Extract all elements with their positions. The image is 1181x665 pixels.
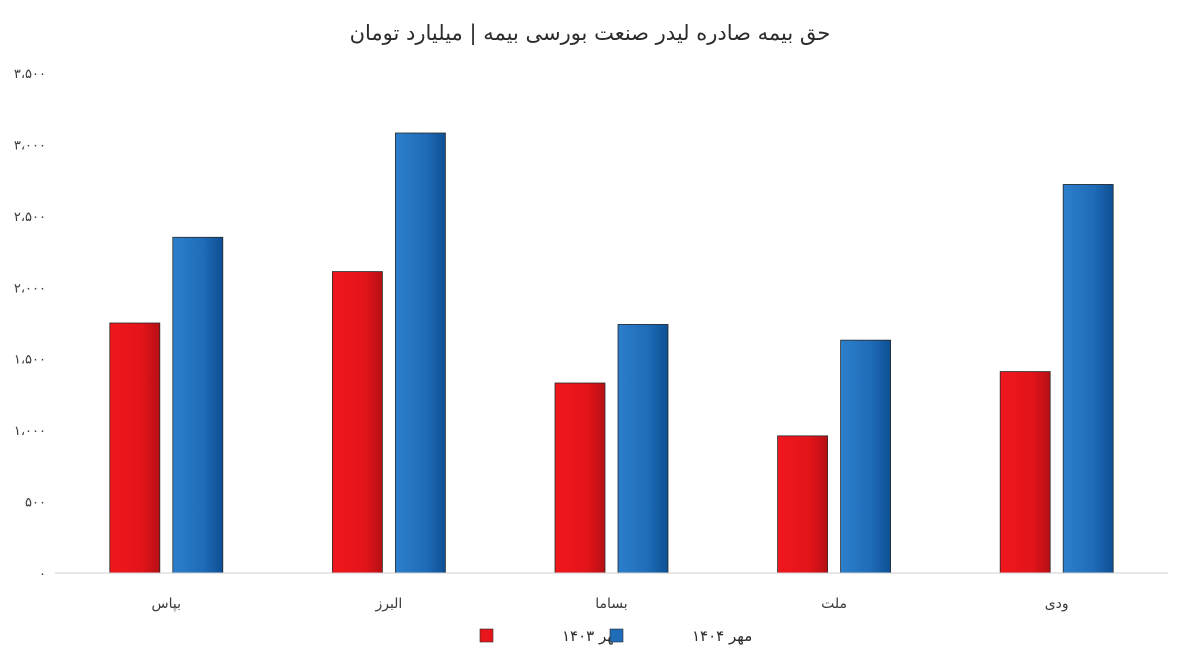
legend-label: مهر ۱۴۰۳ — [562, 627, 622, 645]
bars-group — [109, 132, 1114, 574]
legend-swatch — [479, 628, 494, 643]
bar-series-2 — [394, 132, 446, 574]
bar-series-1 — [109, 322, 161, 574]
bar-series-2 — [617, 324, 669, 574]
x-tick-label: ملت — [821, 596, 847, 612]
bar-series-1 — [554, 382, 606, 574]
y-tick-label: ۳،۰۰۰ — [14, 138, 46, 153]
x-axis: بپاس البرز بساما ملت ودی — [55, 572, 1168, 612]
y-tick-label: ۰ — [39, 567, 46, 582]
x-tick-label: البرز — [374, 596, 402, 612]
bar-series-1 — [999, 371, 1051, 574]
bar-series-2 — [840, 339, 891, 574]
chart-title: حق بیمه صادره لیدر صنعت بورسی بیمه | میل… — [350, 21, 831, 46]
bar-series-1 — [331, 271, 383, 574]
bar-series-2 — [172, 236, 224, 574]
y-tick-label: ۲،۵۰۰ — [14, 210, 46, 225]
y-tick-label: ۱،۵۰۰ — [14, 353, 46, 368]
x-tick-label: بساما — [595, 596, 627, 612]
y-tick-label: ۲،۰۰۰ — [14, 281, 46, 296]
x-tick-label: ودی — [1045, 596, 1069, 612]
legend-swatch — [609, 628, 624, 643]
x-tick-label: بپاس — [152, 596, 181, 612]
bar-series-1 — [777, 435, 828, 574]
y-axis: ۰ ۵۰۰ ۱،۰۰۰ ۱،۵۰۰ ۲،۰۰۰ ۲،۵۰۰ ۳،۰۰۰ ۳،۵۰۰ — [14, 67, 46, 582]
bar-series-2 — [1062, 184, 1114, 574]
legend-label: مهر ۱۴۰۴ — [692, 627, 752, 645]
y-tick-label: ۳،۵۰۰ — [14, 67, 46, 82]
legend: مهر ۱۴۰۳ مهر ۱۴۰۴ — [479, 627, 752, 645]
y-tick-label: ۵۰۰ — [25, 496, 46, 511]
y-tick-label: ۱،۰۰۰ — [14, 424, 46, 439]
